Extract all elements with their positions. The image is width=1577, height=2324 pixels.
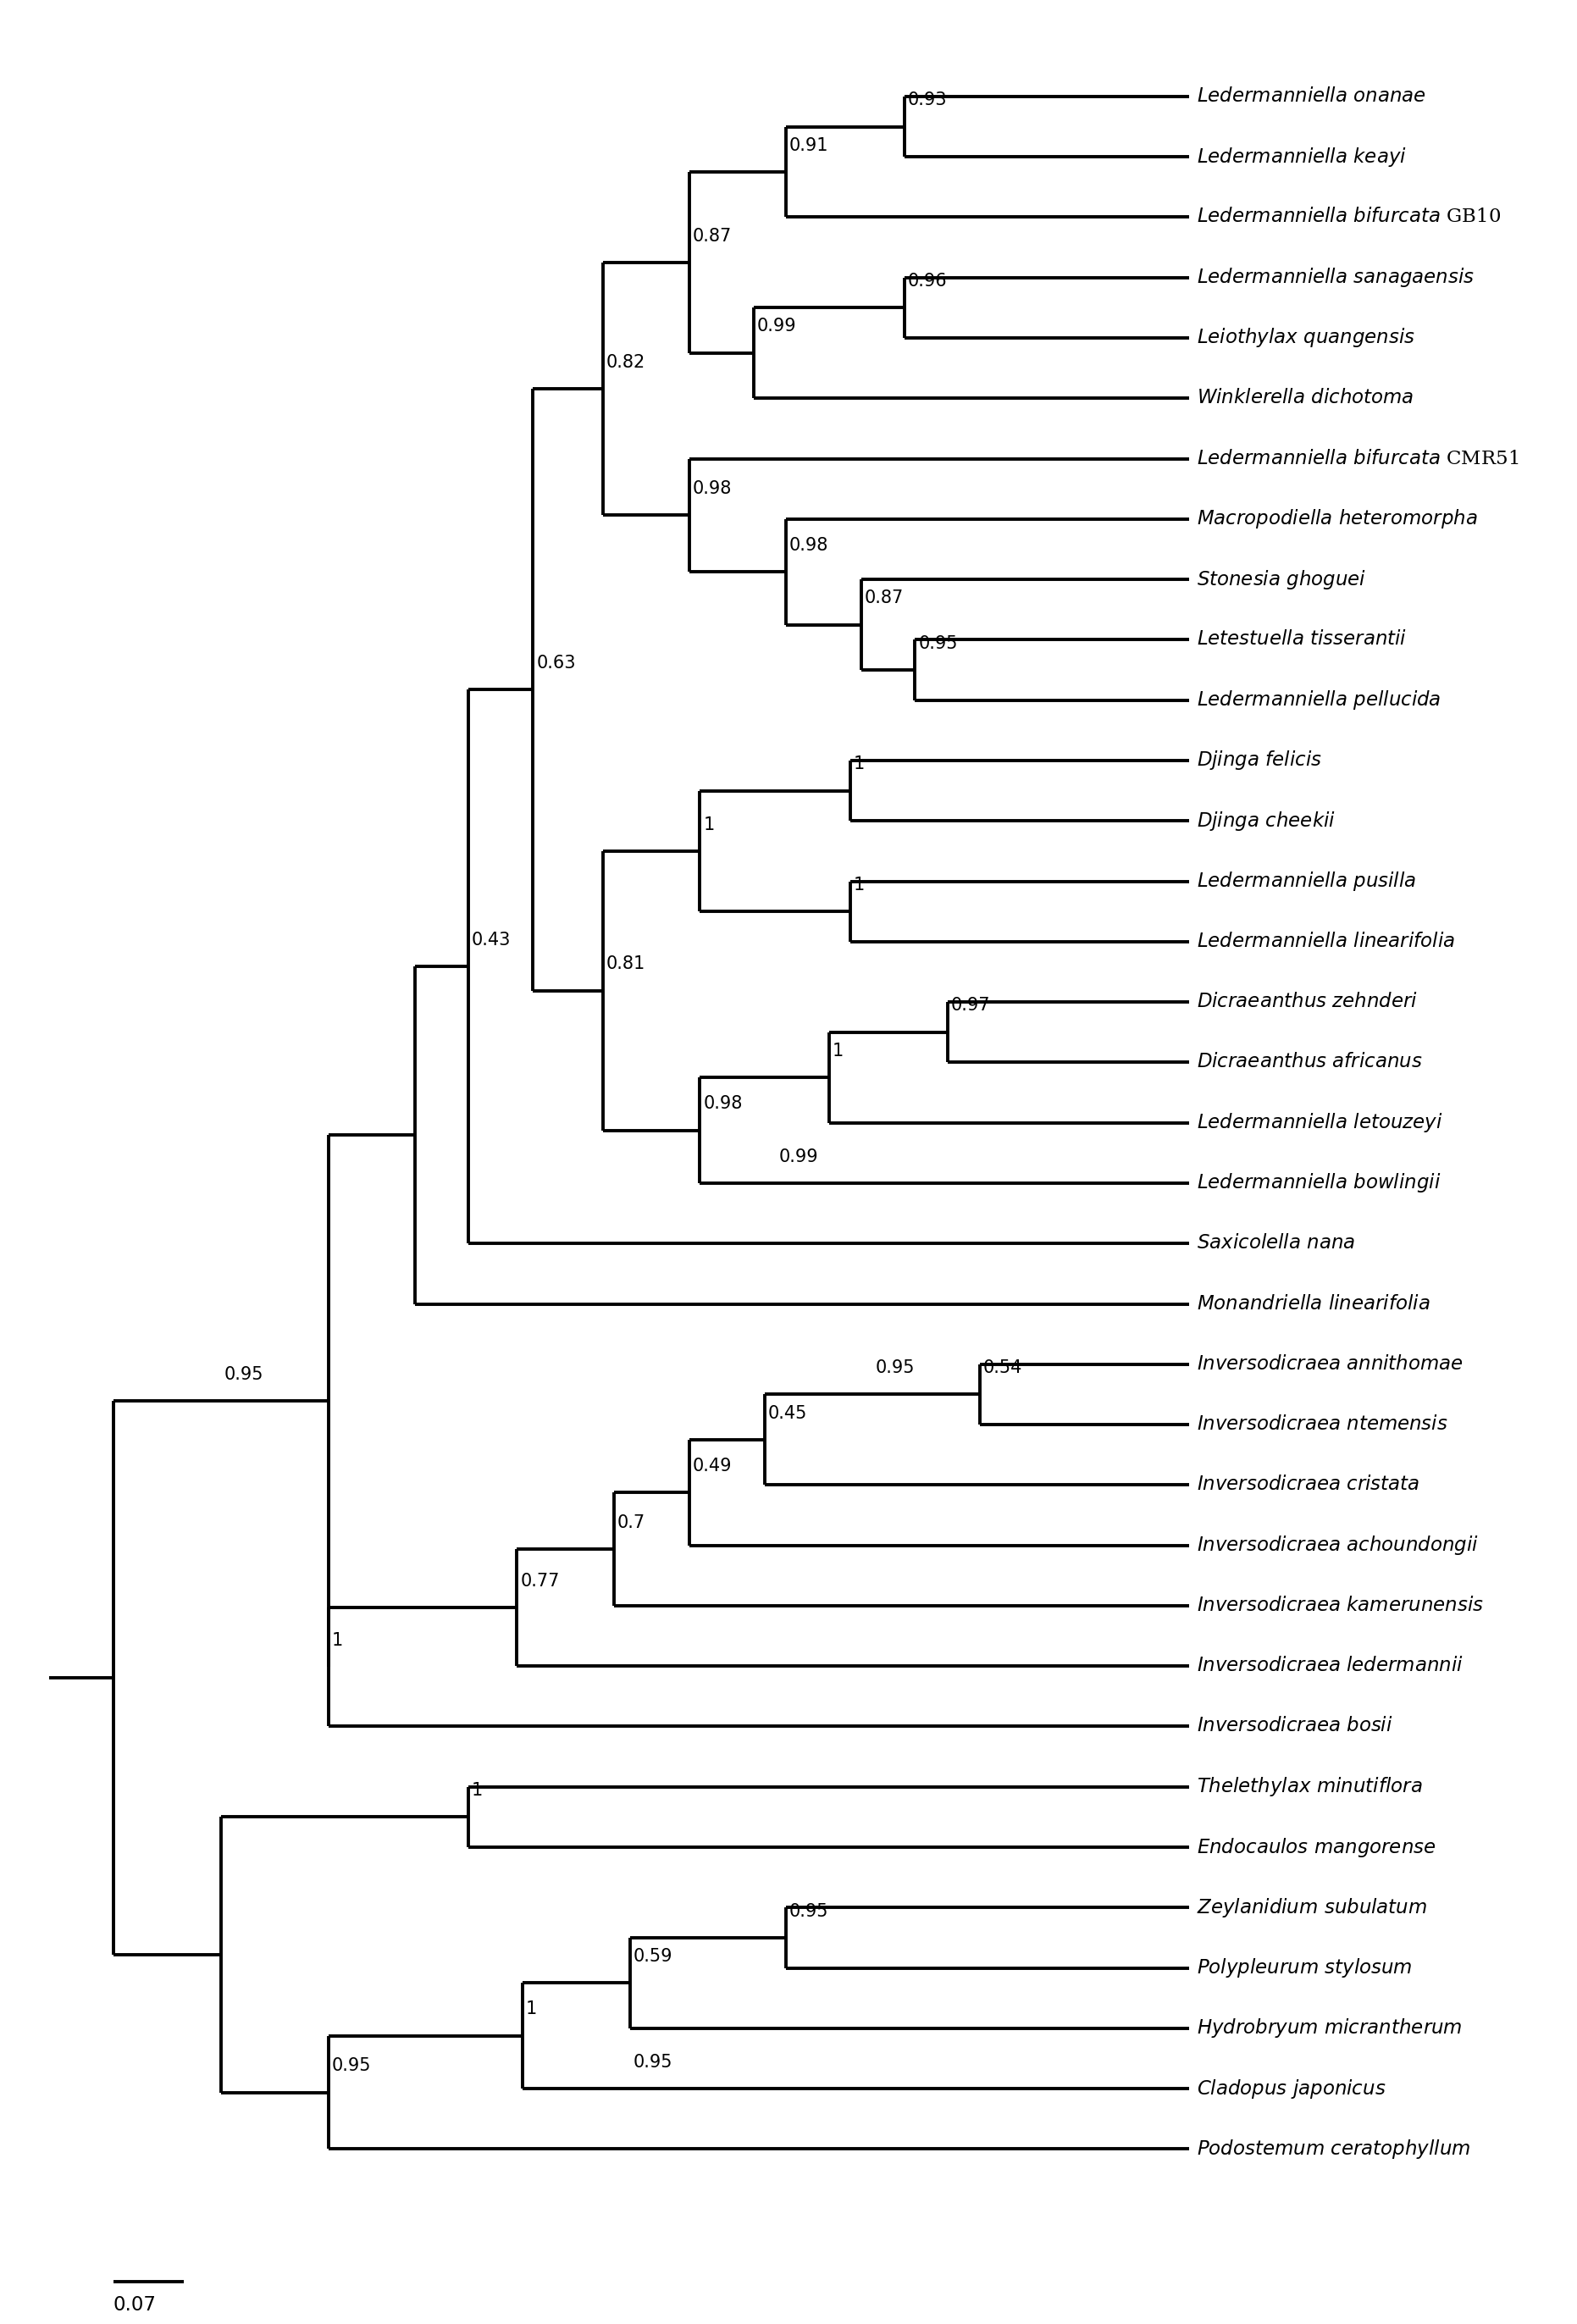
Text: 0.45: 0.45 (768, 1404, 807, 1422)
Text: 1: 1 (525, 2001, 536, 2017)
Text: $\it{Ledermanniella\ sanagaensis}$: $\it{Ledermanniella\ sanagaensis}$ (1197, 267, 1474, 288)
Text: 0.95: 0.95 (875, 1360, 915, 1376)
Text: $\it{Stonesia\ ghoguei}$: $\it{Stonesia\ ghoguei}$ (1197, 567, 1367, 590)
Text: 0.91: 0.91 (788, 137, 828, 153)
Text: 0.63: 0.63 (536, 655, 576, 672)
Text: 0.95: 0.95 (224, 1367, 263, 1383)
Text: $\it{Monandriella\ linearifolia}$: $\it{Monandriella\ linearifolia}$ (1197, 1294, 1430, 1313)
Text: 0.98: 0.98 (692, 481, 732, 497)
Text: 0.96: 0.96 (908, 272, 948, 290)
Text: 0.49: 0.49 (692, 1457, 732, 1473)
Text: $\it{Inversodicraea\ achoundongii}$: $\it{Inversodicraea\ achoundongii}$ (1197, 1534, 1479, 1557)
Text: $\it{Inversodicraea\ ntemensis}$: $\it{Inversodicraea\ ntemensis}$ (1197, 1415, 1448, 1434)
Text: $\it{Endocaulos\ mangorense}$: $\it{Endocaulos\ mangorense}$ (1197, 1836, 1437, 1859)
Text: 0.95: 0.95 (331, 2057, 371, 2075)
Text: $\it{Ledermanniella\ keayi}$: $\it{Ledermanniella\ keayi}$ (1197, 146, 1407, 167)
Text: $\it{Ledermanniella\ pellucida}$: $\it{Ledermanniella\ pellucida}$ (1197, 688, 1441, 711)
Text: 0.95: 0.95 (918, 634, 957, 651)
Text: $\it{Saxicolella\ nana}$: $\it{Saxicolella\ nana}$ (1197, 1234, 1356, 1253)
Text: $\it{Dicraeanthus\ zehnderi}$: $\it{Dicraeanthus\ zehnderi}$ (1197, 992, 1418, 1011)
Text: 0.59: 0.59 (634, 1948, 672, 1966)
Text: 1: 1 (833, 1043, 844, 1060)
Text: 1: 1 (853, 876, 866, 892)
Text: $\it{Polypleurum\ stylosum}$: $\it{Polypleurum\ stylosum}$ (1197, 1957, 1413, 1980)
Text: 0.95: 0.95 (634, 2054, 672, 2071)
Text: $\it{Ledermanniella\ pusilla}$: $\it{Ledermanniella\ pusilla}$ (1197, 869, 1416, 892)
Text: $\it{Inversodicraea\ bosii}$: $\it{Inversodicraea\ bosii}$ (1197, 1717, 1392, 1736)
Text: $\it{Ledermanniella\ bifurcata}$ CMR51: $\it{Ledermanniella\ bifurcata}$ CMR51 (1197, 449, 1519, 467)
Text: 0.81: 0.81 (606, 955, 645, 971)
Text: 0.87: 0.87 (692, 228, 732, 244)
Text: 0.98: 0.98 (788, 537, 828, 553)
Text: 0.97: 0.97 (951, 997, 990, 1013)
Text: $\it{Ledermanniella\ bowlingii}$: $\it{Ledermanniella\ bowlingii}$ (1197, 1171, 1441, 1195)
Text: $\it{Ledermanniella\ bifurcata}$ GB10: $\it{Ledermanniella\ bifurcata}$ GB10 (1197, 207, 1501, 225)
Text: 0.7: 0.7 (617, 1513, 645, 1532)
Text: 0.43: 0.43 (472, 932, 511, 948)
Text: $\it{Winklerella\ dichotoma}$: $\it{Winklerella\ dichotoma}$ (1197, 388, 1415, 407)
Text: $\it{Ledermanniella\ linearifolia}$: $\it{Ledermanniella\ linearifolia}$ (1197, 932, 1456, 951)
Text: 0.99: 0.99 (779, 1148, 818, 1164)
Text: 0.99: 0.99 (757, 318, 796, 335)
Text: 1: 1 (853, 755, 866, 772)
Text: 0.93: 0.93 (908, 91, 946, 109)
Text: 0.77: 0.77 (520, 1573, 560, 1590)
Text: $\it{Leiothylax\ quangensis}$: $\it{Leiothylax\ quangensis}$ (1197, 325, 1416, 349)
Text: $\it{Dicraeanthus\ africanus}$: $\it{Dicraeanthus\ africanus}$ (1197, 1053, 1422, 1071)
Text: 1: 1 (472, 1783, 483, 1799)
Text: $\it{Thelethylax\ minutiflora}$: $\it{Thelethylax\ minutiflora}$ (1197, 1776, 1422, 1799)
Text: $\it{Ledermanniella\ onanae}$: $\it{Ledermanniella\ onanae}$ (1197, 86, 1426, 107)
Text: $\it{Cladopus\ japonicus}$: $\it{Cladopus\ japonicus}$ (1197, 2078, 1386, 2101)
Text: 0.82: 0.82 (606, 353, 645, 372)
Text: $\it{Letestuella\ tisserantii}$: $\it{Letestuella\ tisserantii}$ (1197, 630, 1407, 648)
Text: 0.98: 0.98 (703, 1095, 743, 1113)
Text: $\it{Inversodicraea\ cristata}$: $\it{Inversodicraea\ cristata}$ (1197, 1476, 1419, 1494)
Text: $\it{Djinga\ felicis}$: $\it{Djinga\ felicis}$ (1197, 748, 1323, 772)
Text: 1: 1 (331, 1631, 344, 1650)
Text: $\it{Djinga\ cheekii}$: $\it{Djinga\ cheekii}$ (1197, 809, 1336, 832)
Text: $\it{Zeylanidium\ subulatum}$: $\it{Zeylanidium\ subulatum}$ (1197, 1896, 1427, 1920)
Text: $\it{Ledermanniella\ letouzeyi}$: $\it{Ledermanniella\ letouzeyi}$ (1197, 1111, 1443, 1134)
Text: 0.54: 0.54 (982, 1360, 1022, 1376)
Text: $\it{Macropodiella\ heteromorpha}$: $\it{Macropodiella\ heteromorpha}$ (1197, 507, 1478, 530)
Text: $\it{Inversodicraea\ kamerunensis}$: $\it{Inversodicraea\ kamerunensis}$ (1197, 1597, 1484, 1615)
Text: $\it{Inversodicraea\ annithomae}$: $\it{Inversodicraea\ annithomae}$ (1197, 1355, 1463, 1373)
Text: 0.87: 0.87 (864, 590, 904, 607)
Text: $\it{Hydrobryum\ micrantherum}$: $\it{Hydrobryum\ micrantherum}$ (1197, 2017, 1462, 2040)
Text: 0.07: 0.07 (114, 2296, 156, 2315)
Text: 1: 1 (703, 816, 714, 832)
Text: $\it{Inversodicraea\ ledermannii}$: $\it{Inversodicraea\ ledermannii}$ (1197, 1657, 1463, 1676)
Text: $\it{Podostemum\ ceratophyllum}$: $\it{Podostemum\ ceratophyllum}$ (1197, 2138, 1471, 2161)
Text: 0.95: 0.95 (788, 1903, 828, 1920)
